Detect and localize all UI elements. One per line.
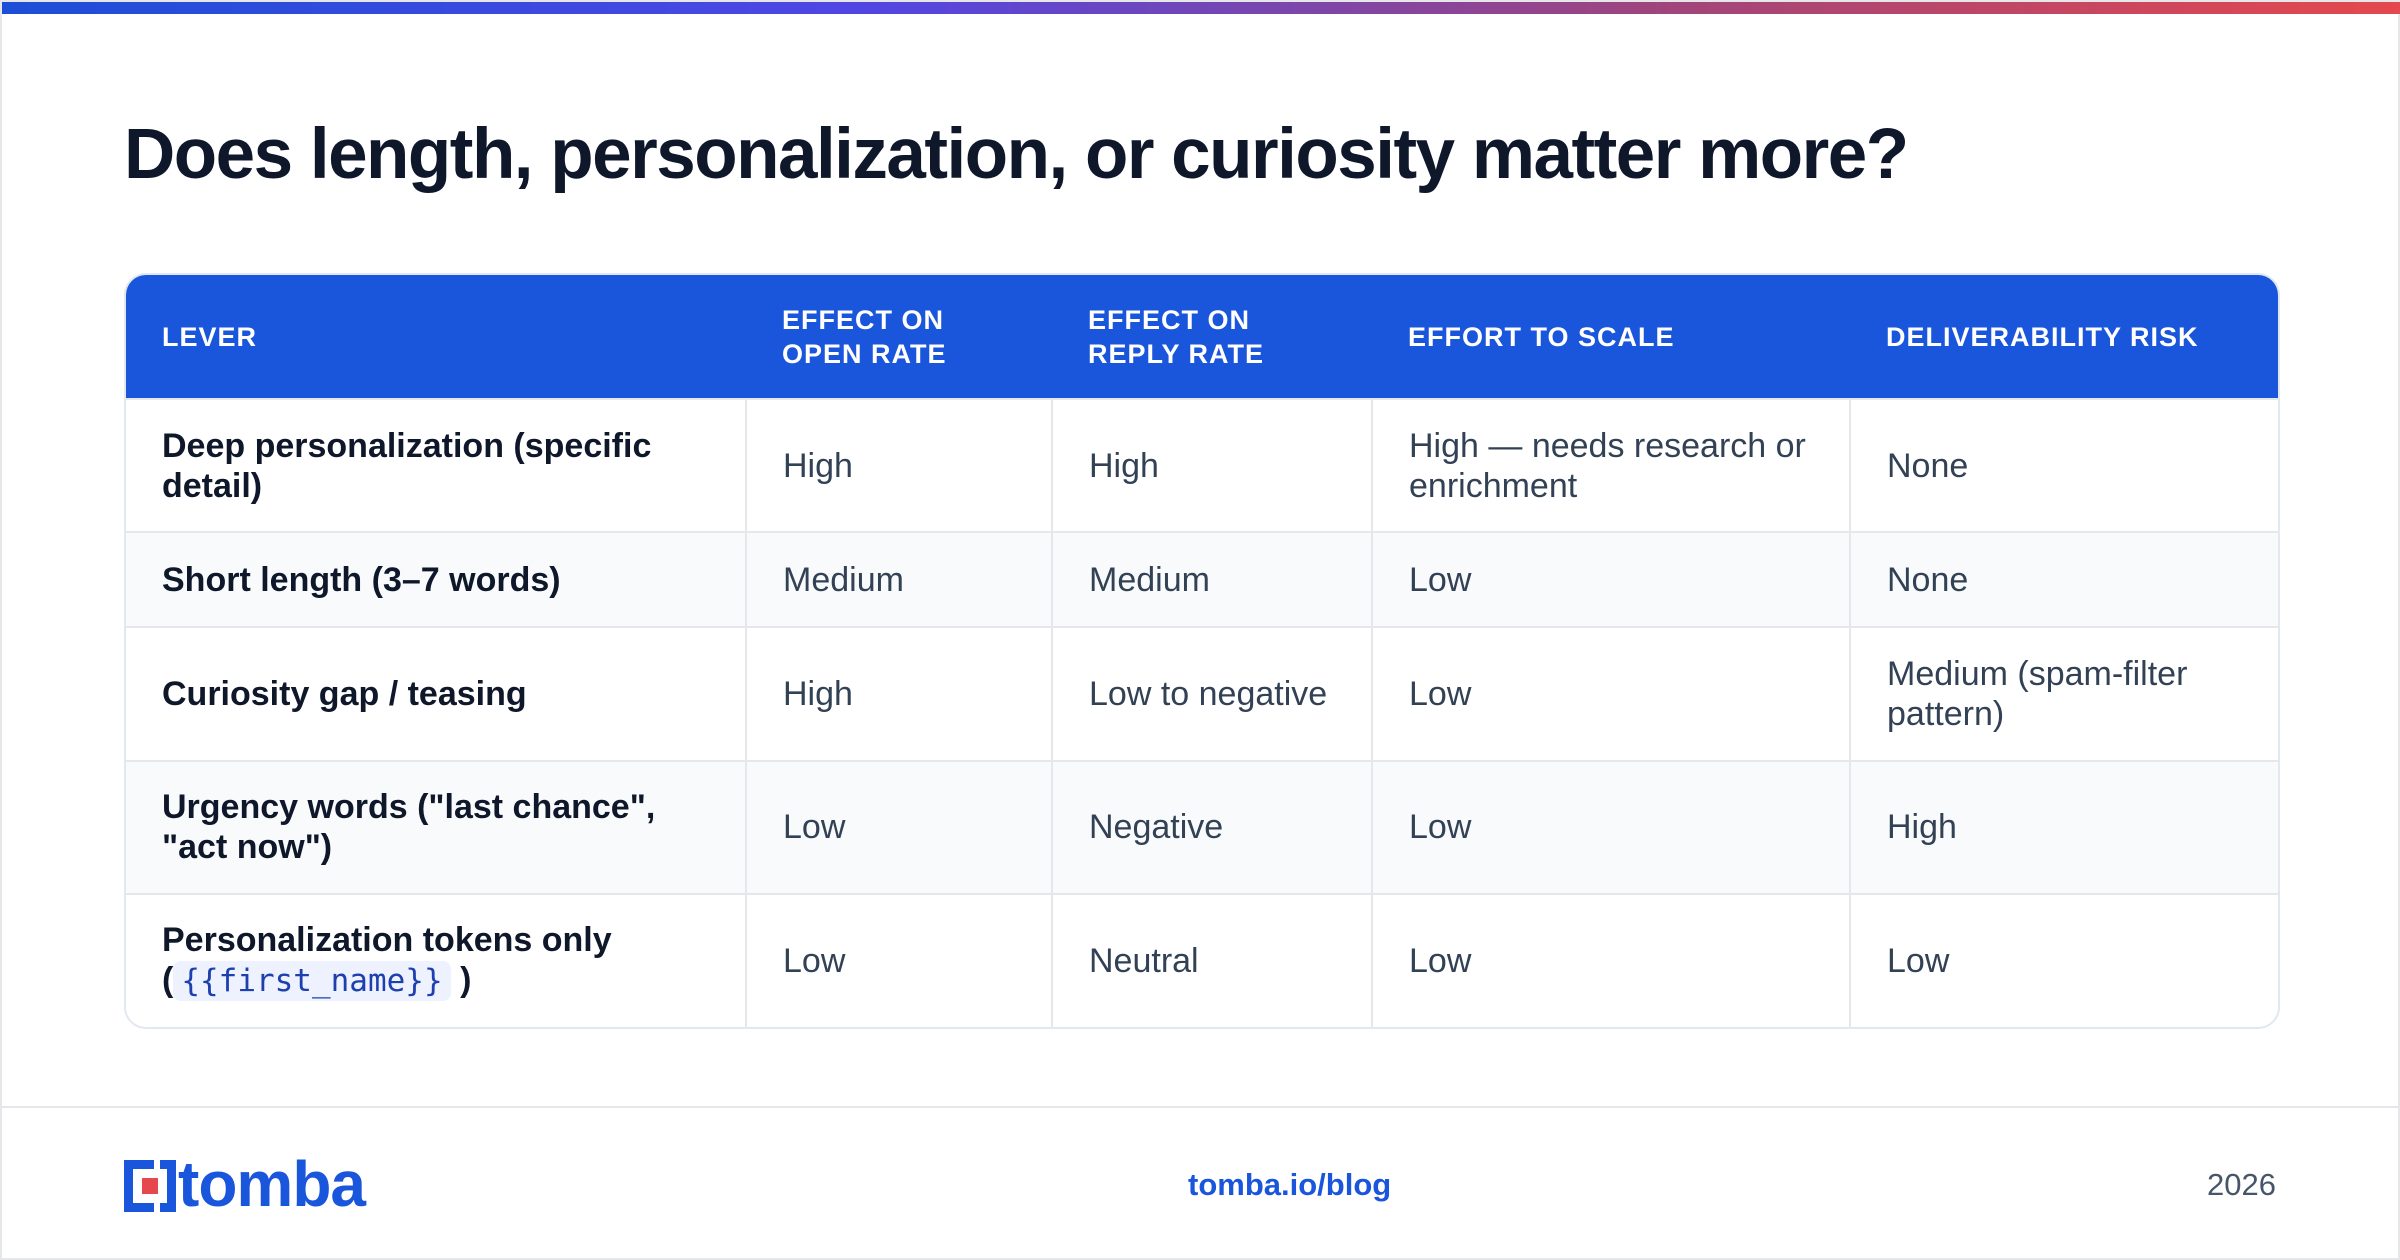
table-row: Urgency words ("last chance", "act now")… (126, 759, 2278, 894)
cell-open: High (745, 626, 1052, 761)
tomba-logo-text: tomba (178, 1148, 366, 1220)
header-risk: DELIVERABILITY RISK (1886, 321, 2199, 352)
cell-risk: None (1849, 397, 2278, 533)
cell-lever: Curiosity gap / teasing (126, 626, 746, 761)
table-header-row: LEVER EFFECT ON OPEN RATE EFFECT ON REPL… (126, 275, 2278, 399)
top-gradient-bar (2, 2, 2400, 14)
header-open-rate-label: EFFECT ON OPEN RATE (782, 304, 947, 369)
cell-risk: Low (1849, 892, 2278, 1027)
first-name-token: {{first_name}} (173, 961, 451, 1002)
footer-divider (2, 1106, 2400, 1108)
cell-effort: Low (1371, 531, 1850, 628)
cell-reply: Medium (1051, 531, 1372, 628)
cell-open: Low (745, 892, 1052, 1027)
footer-year: 2026 (2207, 1167, 2276, 1202)
page-title: Does length, personalization, or curiosi… (124, 115, 1909, 194)
header-effort: EFFORT TO SCALE (1408, 321, 1675, 352)
cell-open: Low (745, 759, 1052, 894)
cell-effort: Low (1371, 892, 1850, 1027)
cell-risk: None (1849, 531, 2278, 628)
cell-open: High (745, 397, 1052, 533)
cell-reply: High (1051, 397, 1372, 533)
cell-reply: Low to negative (1051, 626, 1372, 761)
lever-prefix: Personalization tokens only ( (162, 921, 612, 1000)
table-row: Short length (3–7 words) Medium Medium L… (126, 531, 2278, 628)
cell-effort: Low (1371, 759, 1850, 894)
header-reply-rate: EFFECT ON REPLY RATE (1052, 275, 1372, 399)
cell-lever: Deep personalization (specific detail) (126, 397, 746, 533)
comparison-table: LEVER EFFECT ON OPEN RATE EFFECT ON REPL… (124, 273, 2280, 1029)
header-lever: LEVER (162, 321, 258, 352)
cell-effort: Low (1371, 626, 1850, 761)
cell-effort: High — needs research or enrichment (1371, 397, 1850, 533)
cell-lever: Short length (3–7 words) (126, 531, 746, 628)
header-reply-rate-label: EFFECT ON REPLY RATE (1088, 304, 1265, 369)
cell-open: Medium (745, 531, 1052, 628)
tomba-logo: tomba (124, 1148, 366, 1220)
table-row: Curiosity gap / teasing High Low to nega… (126, 626, 2278, 761)
cell-risk: Medium (spam-filter pattern) (1849, 626, 2278, 761)
cell-lever: Personalization tokens only ({{first_nam… (126, 892, 746, 1027)
blog-link[interactable]: tomba.io/blog (1188, 1167, 1392, 1202)
cell-reply: Neutral (1051, 892, 1372, 1027)
cell-reply: Negative (1051, 759, 1372, 894)
tomba-logo-icon (124, 1160, 176, 1212)
table-row: Personalization tokens only ({{first_nam… (126, 892, 2278, 1027)
lever-suffix: ) (460, 961, 472, 1000)
cell-lever: Urgency words ("last chance", "act now") (126, 759, 746, 894)
cell-risk: High (1849, 759, 2278, 894)
header-open-rate: EFFECT ON OPEN RATE (746, 275, 1052, 399)
table-row: Deep personalization (specific detail) H… (126, 397, 2278, 533)
